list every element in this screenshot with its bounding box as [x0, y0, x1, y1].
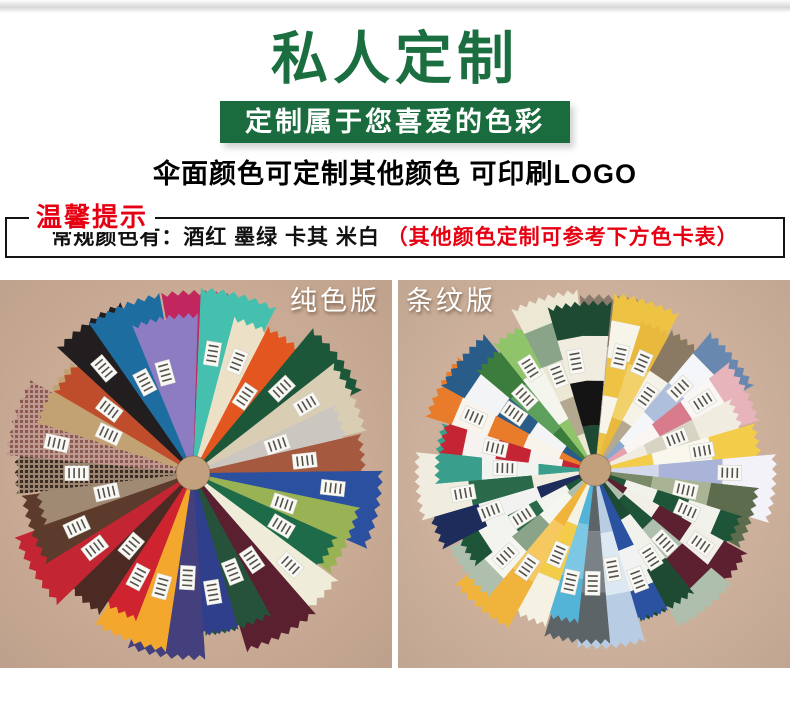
swatch-code-label — [507, 503, 537, 530]
swatch-code-label — [459, 404, 489, 430]
swatch-code-label — [203, 578, 223, 606]
photo-label-striped: 条纹版 — [406, 286, 496, 316]
swatch-code-label — [566, 348, 586, 375]
swatch-code-label — [481, 437, 509, 459]
swatch-code-label — [686, 530, 716, 558]
swatch-code-label — [276, 550, 305, 580]
swatch-code-label — [267, 513, 296, 540]
swatch-code-label — [43, 433, 71, 454]
swatch-code-label — [626, 565, 650, 594]
bottom-whitespace — [0, 668, 790, 700]
swatch-code-label — [672, 498, 702, 523]
swatch-code-label — [516, 353, 544, 383]
swatch-code-label — [629, 348, 654, 378]
swatch-code-label — [291, 451, 318, 470]
swatch-code-label — [179, 565, 196, 591]
swatch-code-label — [499, 400, 529, 427]
notice-label: 温馨提示 — [29, 202, 156, 232]
swatch-code-label — [650, 528, 679, 557]
swatch-code-label — [80, 534, 110, 562]
swatch-code-label — [688, 441, 716, 461]
photo-striped-colors: 条纹版 — [398, 280, 790, 668]
swatch-code-label — [510, 382, 539, 412]
swatch-code-label — [609, 343, 631, 371]
swatch-code-label — [225, 347, 249, 376]
fabric-swatch — [132, 313, 198, 473]
wheel-center-hub — [175, 455, 211, 491]
swatch-code-label — [132, 367, 158, 397]
swatch-code-label — [671, 479, 700, 501]
swatch-code-label — [154, 359, 176, 387]
swatch-code-label — [269, 492, 298, 515]
swatch-code-label — [150, 572, 173, 601]
swatch-code-label — [90, 354, 118, 383]
color-wheel-solid — [5, 287, 383, 661]
fabric-swatch — [48, 473, 193, 616]
swatch-code-label — [476, 499, 506, 523]
swatch-code-label — [94, 422, 124, 447]
swatch-code-label — [125, 562, 151, 592]
notice-red-text: （其他颜色定制可参考下方色卡表） — [386, 226, 739, 249]
fabric-swatch — [193, 362, 367, 473]
fabric-swatch — [193, 473, 339, 631]
swatch-code-label — [665, 374, 694, 403]
color-card-photos: 纯色版 条纹版 — [0, 280, 790, 668]
swatch-code-label — [560, 568, 581, 596]
swatch-code-label — [602, 555, 623, 583]
swatch-code-label — [267, 374, 297, 403]
notice-box: 温馨提示 常规颜色有：酒红 墨绿 卡其 米白 （其他颜色定制可参考下方色卡表） — [5, 202, 785, 258]
swatch-code-label — [513, 552, 541, 582]
swatch-code-label — [64, 465, 90, 481]
swatch-code-label — [220, 557, 245, 586]
swatch-code-label — [717, 464, 743, 481]
swatch-code-label — [492, 460, 518, 477]
swatch-code-label — [117, 531, 146, 561]
swatch-code-label — [584, 570, 601, 596]
swatch-code-label — [231, 381, 259, 411]
swatch-code-label — [661, 426, 690, 451]
swatch-code-label — [633, 381, 660, 411]
swatch-code-label — [545, 540, 570, 569]
swatch-code-label — [238, 545, 266, 575]
photo-label-solid: 纯色版 — [290, 286, 380, 316]
subtitle-text: 伞面颜色可定制其他颜色 可印刷LOGO — [153, 159, 637, 189]
swatch-code-label — [92, 481, 121, 503]
swatch-code-label — [94, 395, 124, 424]
section-divider-shadow — [0, 0, 790, 13]
fabric-swatch — [56, 302, 193, 473]
swatch-code-label — [319, 478, 346, 498]
swatch-code-label — [202, 340, 223, 368]
color-wheel-striped — [414, 289, 777, 650]
swatch-code-label — [546, 361, 570, 390]
wheel-center-hub — [578, 453, 612, 487]
photo-solid-colors: 纯色版 — [0, 280, 392, 668]
swatch-code-label — [262, 433, 292, 456]
page-title: 私人定制 — [271, 28, 519, 91]
swatch-code-label — [292, 391, 321, 418]
swatch-code-label — [637, 542, 664, 572]
swatch-code-label — [62, 514, 92, 540]
swatch-code-label — [449, 483, 477, 504]
swatch-code-label — [491, 541, 520, 570]
swatch-code-label — [688, 388, 718, 415]
slogan-banner: 定制属于您喜爱的色彩 — [220, 101, 570, 143]
